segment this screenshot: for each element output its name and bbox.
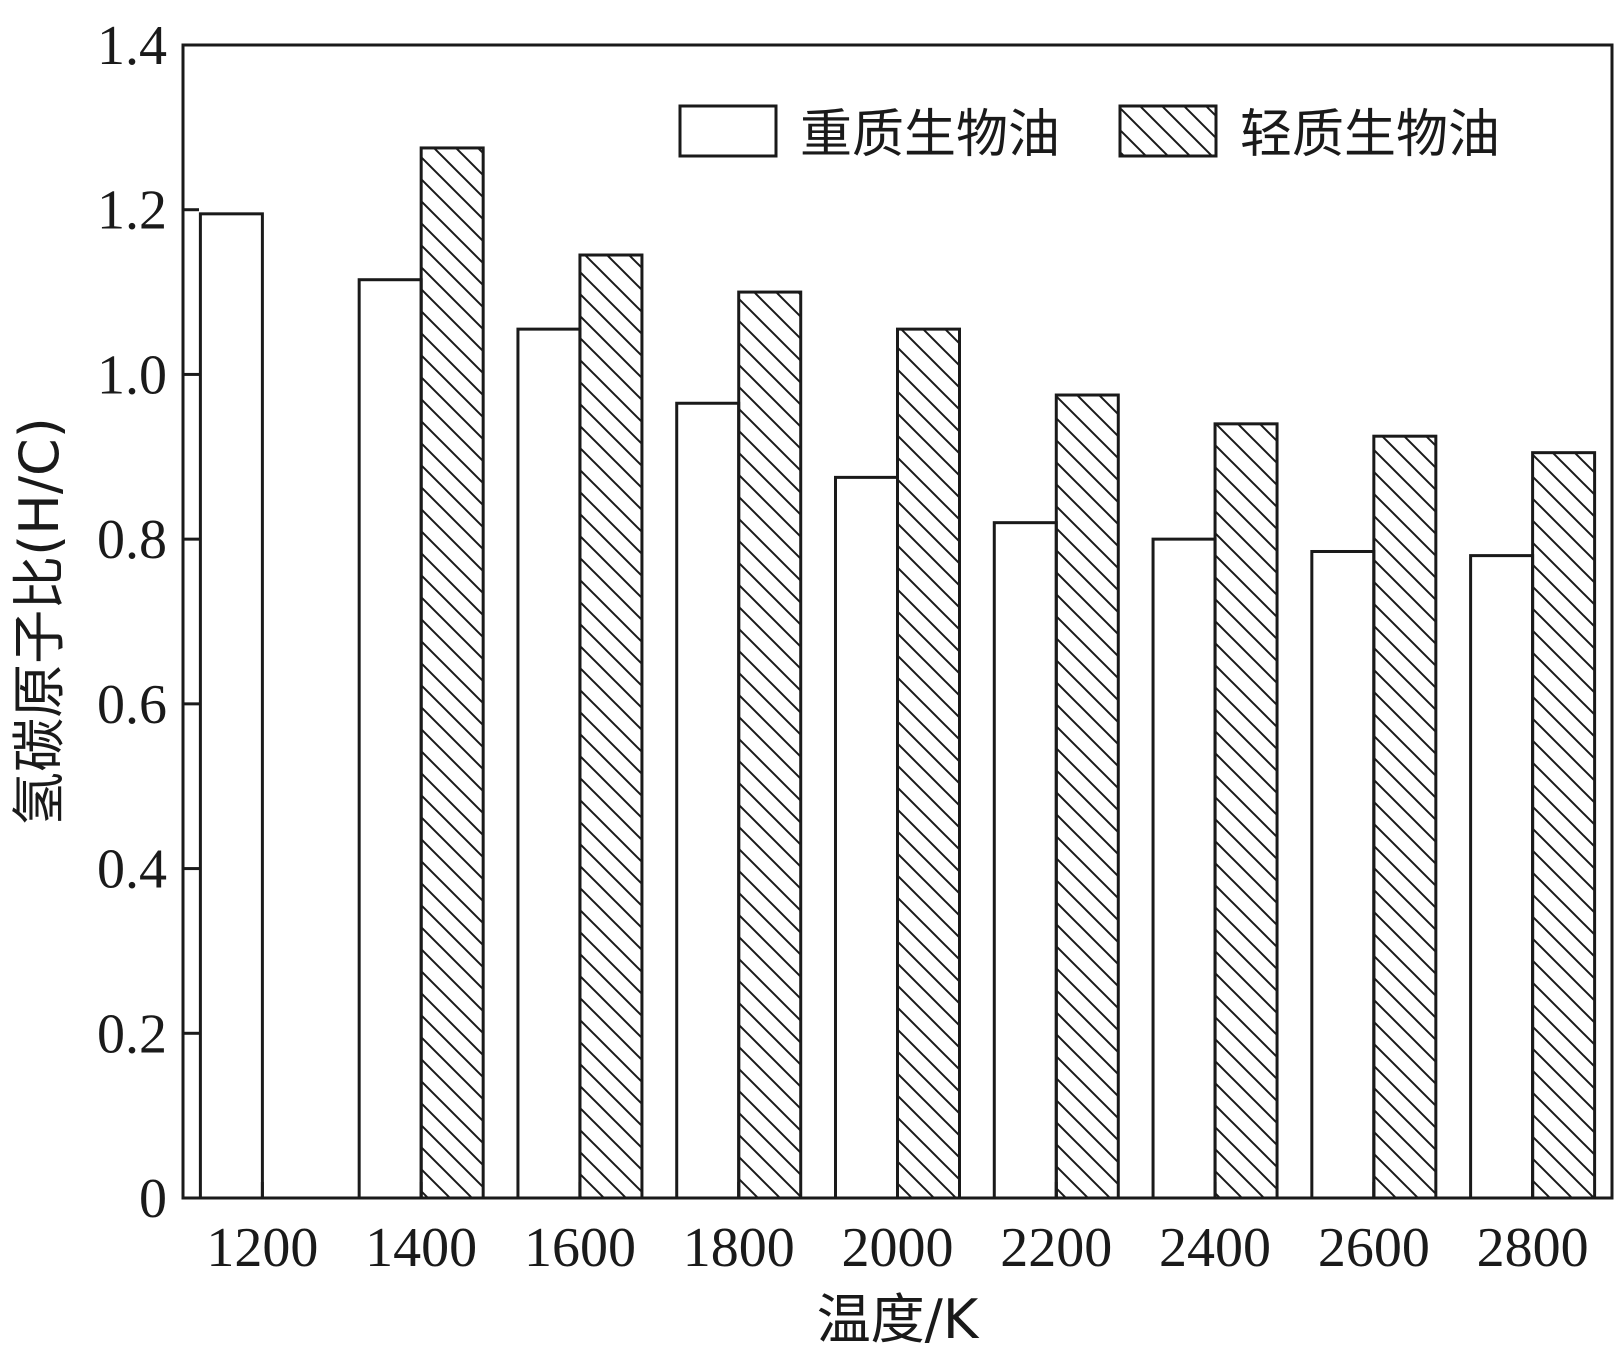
x-axis-ticks: 1200 1400 1600 1800 2000 2200 2400 2600 2800 bbox=[206, 1182, 1589, 1279]
legend-label-heavy: 重质生物油 bbox=[800, 105, 1060, 165]
x-tick-label: 1400 bbox=[365, 1217, 477, 1279]
bar-heavy-bio-oil bbox=[675, 401, 741, 1200]
x-axis-title: 温度/K bbox=[817, 1288, 980, 1351]
x-tick-label: 2200 bbox=[1000, 1217, 1112, 1279]
bar-heavy-bio-oil bbox=[198, 212, 264, 1200]
bar-heavy-bio-oil bbox=[516, 327, 582, 1200]
y-tick-label: 1.2 bbox=[97, 180, 167, 242]
y-tick-label: 0.6 bbox=[97, 674, 167, 736]
x-tick-label: 1800 bbox=[683, 1217, 795, 1279]
y-axis-ticks: 0 0.2 0.4 0.6 0.8 1.0 1.2 1.4 bbox=[97, 15, 199, 1230]
y-tick-label: 1.0 bbox=[97, 344, 167, 406]
x-tick-label: 1600 bbox=[524, 1217, 636, 1279]
y-tick-label: 0.2 bbox=[97, 1003, 167, 1065]
bar-light-bio-oil bbox=[1372, 434, 1438, 1200]
y-tick-label: 0 bbox=[139, 1168, 167, 1230]
y-tick-label: 0.8 bbox=[97, 509, 167, 571]
bar-light-bio-oil bbox=[896, 327, 961, 1200]
bar-light-bio-oil bbox=[578, 253, 644, 1200]
bar-heavy-bio-oil bbox=[357, 278, 423, 1200]
bars-group bbox=[198, 146, 1597, 1200]
x-tick-label: 2000 bbox=[842, 1217, 954, 1279]
legend-swatch-heavy bbox=[678, 104, 778, 158]
x-tick-label: 1200 bbox=[206, 1217, 318, 1279]
plot-frame bbox=[181, 43, 1614, 1200]
legend-label-light: 轻质生物油 bbox=[1240, 105, 1500, 165]
x-tick-label: 2400 bbox=[1159, 1217, 1271, 1279]
legend: 重质生物油 轻质生物油 bbox=[678, 104, 1500, 165]
bar-heavy-bio-oil bbox=[992, 521, 1058, 1200]
bar-heavy-bio-oil bbox=[1151, 537, 1217, 1200]
x-tick-label: 2800 bbox=[1477, 1217, 1589, 1279]
legend-swatch-light bbox=[1118, 104, 1218, 158]
bar-heavy-bio-oil bbox=[1310, 549, 1376, 1200]
bar-light-bio-oil bbox=[419, 146, 485, 1200]
bar-heavy-bio-oil bbox=[834, 475, 899, 1200]
bar-light-bio-oil bbox=[737, 290, 803, 1200]
y-tick-label: 1.4 bbox=[97, 15, 167, 77]
bar-light-bio-oil bbox=[1531, 451, 1597, 1200]
bar-light-bio-oil bbox=[1054, 393, 1120, 1200]
x-tick-label: 2600 bbox=[1318, 1217, 1430, 1279]
bar-heavy-bio-oil bbox=[1469, 554, 1535, 1200]
bar-light-bio-oil bbox=[1213, 422, 1279, 1200]
y-tick-label: 0.4 bbox=[97, 839, 167, 901]
y-axis-title: 氢碳原子比(H/C) bbox=[8, 417, 71, 826]
